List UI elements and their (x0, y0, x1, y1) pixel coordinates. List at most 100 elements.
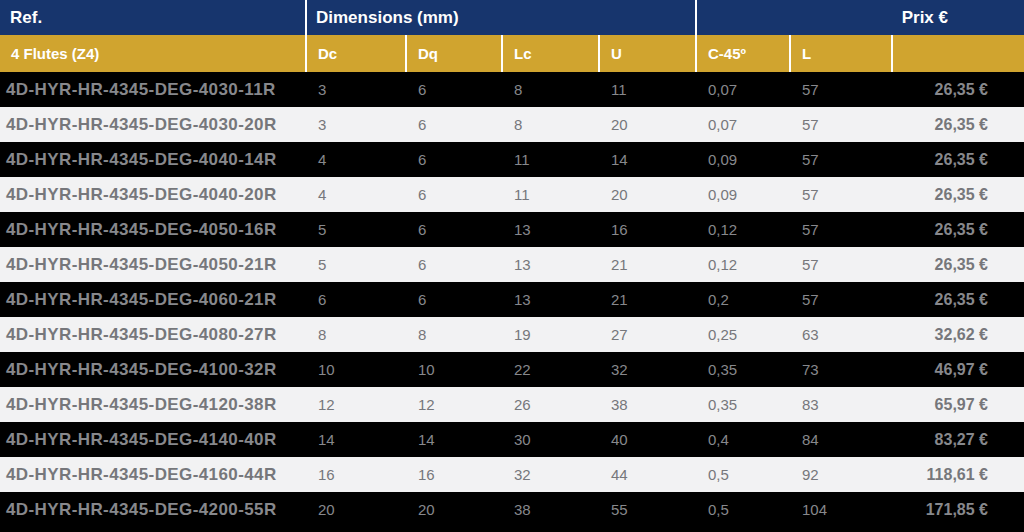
u-cell: 20 (598, 177, 695, 212)
l-cell: 84 (789, 422, 891, 457)
l-cell: 92 (789, 457, 891, 492)
u-cell: 21 (598, 282, 695, 317)
l-cell: 83 (789, 387, 891, 422)
dq-cell: 16 (405, 457, 501, 492)
c45-cell: 0,4 (695, 422, 789, 457)
dq-cell: 10 (405, 352, 501, 387)
dq-cell: 6 (405, 247, 501, 282)
dq-cell: 6 (405, 107, 501, 142)
dq-cell: 20 (405, 492, 501, 527)
ref-cell: 4D-HYR-HR-4345-DEG-4060-21R (0, 282, 305, 317)
price-cell: 46,97 € (891, 352, 1024, 387)
c45-cell: 0,35 (695, 352, 789, 387)
price-cell: 26,35 € (891, 142, 1024, 177)
dq-cell: 6 (405, 282, 501, 317)
lc-cell: 32 (501, 457, 598, 492)
dc-cell: 14 (305, 422, 405, 457)
lc-cell: 13 (501, 247, 598, 282)
u-cell: 20 (598, 107, 695, 142)
dc-cell: 10 (305, 352, 405, 387)
c45-cell: 0,09 (695, 177, 789, 212)
dc-cell: 8 (305, 317, 405, 352)
u-cell: 55 (598, 492, 695, 527)
u-cell: 44 (598, 457, 695, 492)
dc-cell: 12 (305, 387, 405, 422)
ref-cell: 4D-HYR-HR-4345-DEG-4040-14R (0, 142, 305, 177)
column-label-dc: Dc (305, 35, 405, 72)
c45-cell: 0,5 (695, 457, 789, 492)
table-row: 4D-HYR-HR-4345-DEG-4080-27R 8 8 19 27 0,… (0, 317, 1024, 352)
ref-cell: 4D-HYR-HR-4345-DEG-4030-20R (0, 107, 305, 142)
ref-cell: 4D-HYR-HR-4345-DEG-4050-16R (0, 212, 305, 247)
dq-cell: 6 (405, 212, 501, 247)
l-cell: 57 (789, 72, 891, 107)
flutes-label: 4 Flutes (Z4) (0, 35, 305, 72)
table-row: 4D-HYR-HR-4345-DEG-4030-11R 3 6 8 11 0,0… (0, 72, 1024, 107)
l-cell: 104 (789, 492, 891, 527)
c45-cell: 0,2 (695, 282, 789, 317)
lc-cell: 11 (501, 177, 598, 212)
table-row: 4D-HYR-HR-4345-DEG-4050-21R 5 6 13 21 0,… (0, 247, 1024, 282)
c45-cell: 0,35 (695, 387, 789, 422)
table-row: 4D-HYR-HR-4345-DEG-4030-20R 3 6 8 20 0,0… (0, 107, 1024, 142)
ref-cell: 4D-HYR-HR-4345-DEG-4100-32R (0, 352, 305, 387)
price-cell: 26,35 € (891, 107, 1024, 142)
column-label-dq: Dq (405, 35, 501, 72)
table-row: 4D-HYR-HR-4345-DEG-4040-14R 4 6 11 14 0,… (0, 142, 1024, 177)
table-body: 4D-HYR-HR-4345-DEG-4030-11R 3 6 8 11 0,0… (0, 72, 1024, 527)
table-row: 4D-HYR-HR-4345-DEG-4060-21R 6 6 13 21 0,… (0, 282, 1024, 317)
price-cell: 118,61 € (891, 457, 1024, 492)
table-row: 4D-HYR-HR-4345-DEG-4100-32R 10 10 22 32 … (0, 352, 1024, 387)
ref-cell: 4D-HYR-HR-4345-DEG-4040-20R (0, 177, 305, 212)
c45-cell: 0,12 (695, 212, 789, 247)
u-cell: 32 (598, 352, 695, 387)
u-cell: 16 (598, 212, 695, 247)
ref-cell: 4D-HYR-HR-4345-DEG-4160-44R (0, 457, 305, 492)
c45-cell: 0,07 (695, 72, 789, 107)
price-cell: 26,35 € (891, 72, 1024, 107)
c45-cell: 0,07 (695, 107, 789, 142)
lc-cell: 8 (501, 72, 598, 107)
u-cell: 11 (598, 72, 695, 107)
dc-cell: 20 (305, 492, 405, 527)
u-cell: 14 (598, 142, 695, 177)
price-cell: 65,97 € (891, 387, 1024, 422)
lc-cell: 38 (501, 492, 598, 527)
table-row: 4D-HYR-HR-4345-DEG-4140-40R 14 14 30 40 … (0, 422, 1024, 457)
column-label-l: L (789, 35, 891, 72)
dq-cell: 6 (405, 72, 501, 107)
price-cell: 26,35 € (891, 247, 1024, 282)
header-ref-label: Ref. (0, 0, 305, 35)
dc-cell: 16 (305, 457, 405, 492)
header-price-label: Prix € (695, 0, 1024, 35)
c45-cell: 0,25 (695, 317, 789, 352)
c45-cell: 0,12 (695, 247, 789, 282)
ref-cell: 4D-HYR-HR-4345-DEG-4120-38R (0, 387, 305, 422)
l-cell: 57 (789, 247, 891, 282)
table-header-row: Ref. Dimensions (mm) Prix € (0, 0, 1024, 35)
lc-cell: 8 (501, 107, 598, 142)
table-subheader-row: 4 Flutes (Z4) Dc Dq Lc U C-45º L (0, 35, 1024, 72)
price-cell: 32,62 € (891, 317, 1024, 352)
dc-cell: 5 (305, 247, 405, 282)
l-cell: 57 (789, 177, 891, 212)
ref-cell: 4D-HYR-HR-4345-DEG-4050-21R (0, 247, 305, 282)
l-cell: 73 (789, 352, 891, 387)
dc-cell: 4 (305, 142, 405, 177)
dc-cell: 3 (305, 72, 405, 107)
dc-cell: 6 (305, 282, 405, 317)
price-cell: 26,35 € (891, 212, 1024, 247)
table-row: 4D-HYR-HR-4345-DEG-4120-38R 12 12 26 38 … (0, 387, 1024, 422)
dq-cell: 12 (405, 387, 501, 422)
header-dimensions-label: Dimensions (mm) (305, 0, 695, 35)
ref-cell: 4D-HYR-HR-4345-DEG-4140-40R (0, 422, 305, 457)
price-table: Ref. Dimensions (mm) Prix € 4 Flutes (Z4… (0, 0, 1024, 532)
u-cell: 21 (598, 247, 695, 282)
price-cell: 171,85 € (891, 492, 1024, 527)
lc-cell: 30 (501, 422, 598, 457)
u-cell: 27 (598, 317, 695, 352)
ref-cell: 4D-HYR-HR-4345-DEG-4200-55R (0, 492, 305, 527)
l-cell: 57 (789, 282, 891, 317)
dq-cell: 14 (405, 422, 501, 457)
l-cell: 57 (789, 212, 891, 247)
